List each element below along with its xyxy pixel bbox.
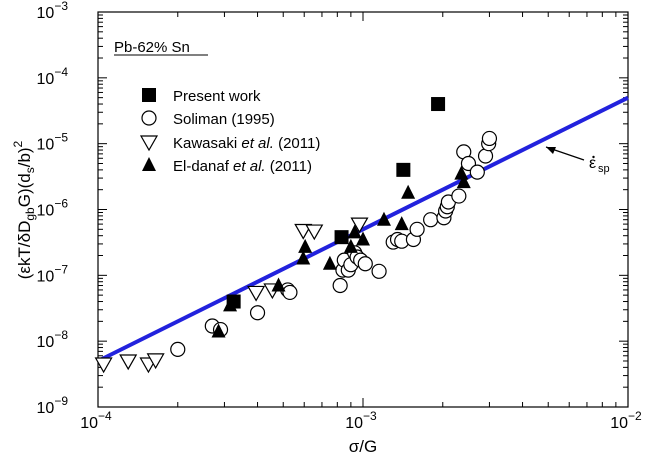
point-square-filled (226, 294, 241, 309)
point-circle-open (282, 284, 298, 301)
point-circle-open (357, 256, 373, 272)
point-triangle-up-filled (298, 238, 313, 253)
point-triangle-up-filled (376, 211, 391, 226)
ylabel-sub-gb: gb (23, 207, 37, 221)
x-tick-label: 10−4 (80, 409, 112, 432)
x-tick-label: 10−2 (610, 409, 642, 432)
point-square-filled (396, 162, 411, 177)
legend-marker-circle-open (141, 110, 157, 126)
point-circle-open (249, 305, 266, 321)
point-triangle-up-filled (347, 224, 362, 239)
y-tick-label: 10−9 (37, 394, 69, 417)
point-circle-open (469, 164, 485, 180)
ylabel-p1: ( (15, 273, 34, 279)
x-axis-label: σ/G (349, 437, 377, 456)
tick-labels: 10−4 10−3 10−2 10−9 10−8 10−7 10−6 10−5 10−4 10−3 (37, 0, 643, 432)
y-tick-label: 10−8 (37, 328, 69, 351)
line-label-sub: sp (598, 163, 610, 175)
point-circle-open (481, 130, 498, 147)
legend-label: Kawasaki et al. (2011) (173, 135, 320, 152)
fit-line (97, 95, 629, 363)
line-label-eps: ε (589, 155, 596, 172)
point-circle-open (423, 212, 439, 228)
point-square-filled (334, 230, 349, 245)
legend-marker-triangle-up-filled (142, 157, 156, 171)
y-tick-label: 10−3 (37, 0, 69, 22)
point-triangle-down-open (350, 217, 369, 234)
point-triangle-up-filled (394, 216, 409, 231)
point-triangle-up-filled (454, 165, 469, 180)
point-triangle-up-filled (211, 323, 226, 338)
y-tick-label: 10−4 (37, 65, 69, 88)
point-square-filled (431, 97, 446, 112)
legend-marker-square-filled (142, 88, 156, 102)
point-circle-open (409, 221, 425, 237)
point-triangle-down-open (305, 224, 324, 241)
point-triangle-down-open (294, 223, 313, 240)
y-axis-label: (εkT/δDgbG)(ds/b)2 (11, 140, 37, 279)
ylabel-p2: kT/δD (15, 221, 34, 266)
point-triangle-up-filled (271, 277, 286, 292)
point-circle-open (451, 188, 467, 204)
point-triangle-up-filled (296, 250, 311, 265)
material-annotation: Pb-62% Sn (114, 39, 190, 56)
ylabel-sub-s: s (23, 167, 37, 173)
legend-label: Soliman (1995) (173, 111, 275, 128)
fit-line-group (97, 95, 629, 363)
ylabel-p3: G)(d (15, 173, 34, 207)
point-circle-open (371, 263, 387, 279)
y-tick-label: 10−6 (37, 197, 69, 220)
x-tick-label: 10−3 (345, 409, 377, 432)
point-triangle-down-open (247, 285, 266, 302)
point-circle-open (477, 148, 494, 164)
point-triangle-up-filled (356, 231, 370, 246)
ylabel-eps: ε (15, 266, 34, 274)
legend: Present work Soliman (1995) Kawasaki et al… (139, 88, 320, 175)
line-label-dot (592, 155, 595, 159)
point-circle-open (332, 277, 348, 294)
legend-label: Present work (173, 88, 261, 105)
y-tick-label: 10−7 (37, 262, 69, 285)
legend-label: El-danaf et al. (2011) (173, 158, 312, 175)
legend-marker-triangle-down-open (139, 135, 159, 152)
point-triangle-up-filled (456, 174, 471, 189)
svg-text:(εkT/δDgbG)(ds/b)2: (εkT/δDgbG)(ds/b)2 (11, 140, 37, 279)
line-label: ε sp (545, 146, 610, 175)
point-circle-open (170, 341, 186, 357)
point-triangle-up-filled (322, 255, 337, 270)
ylabel-sup-2: 2 (11, 140, 25, 147)
point-triangle-down-open (119, 354, 138, 371)
point-triangle-down-open (146, 353, 165, 370)
data-points (94, 97, 498, 374)
ylabel-p4: /b) (15, 147, 34, 167)
point-triangle-up-filled (401, 184, 416, 199)
point-triangle-down-open (94, 357, 113, 374)
y-tick-label: 10−5 (37, 131, 69, 154)
point-triangle-up-filled (343, 238, 358, 253)
